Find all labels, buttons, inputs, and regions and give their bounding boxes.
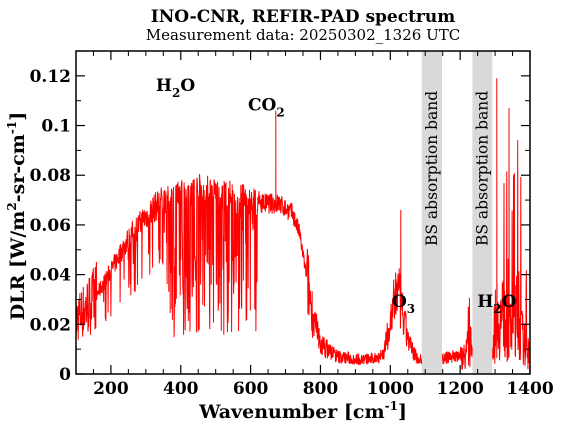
y-tick-label-5: 0.1 <box>41 117 71 137</box>
band-label-0: BS absorption band <box>423 91 441 246</box>
bands-layer: BS absorption band BS absorption band <box>421 51 493 374</box>
y-tick-label-1: 0.02 <box>30 315 71 335</box>
band-label-1: BS absorption band <box>473 91 491 246</box>
x-tick-label-3: 800 <box>303 379 339 399</box>
y-axis-label: DLR [W/m2-sr-cm-1] <box>5 112 29 320</box>
x-tick-label-0: 200 <box>93 379 129 399</box>
x-tick-label-4: 1000 <box>367 379 414 399</box>
ticks-layer: 200 400 600 800 1000 1200 1400 0 0.02 0.04 0.06 0.0… <box>30 51 554 399</box>
absorption-band-0 <box>421 51 442 374</box>
x-tick-label-1: 400 <box>163 379 199 399</box>
series-layer <box>75 78 531 370</box>
dlr-spectrum-line <box>75 78 531 370</box>
x-tick-label-5: 1200 <box>436 379 483 399</box>
y-tick-label-3: 0.06 <box>30 216 71 236</box>
y-tick-label-6: 0.12 <box>30 67 71 87</box>
x-tick-label-6: 1400 <box>506 379 553 399</box>
molecule-label-3: H2O <box>477 292 516 316</box>
y-tick-label-2: 0.04 <box>30 266 72 286</box>
chart-title: INO-CNR, REFIR-PAD spectrum <box>151 7 455 27</box>
y-tick-label-0: 0 <box>59 365 71 385</box>
annotations-layer: H2O CO2 O3 H2O <box>156 76 517 316</box>
x-axis-label: Wavenumber [cm-1] <box>198 399 407 423</box>
chart-subtitle: Measurement data: 20250302_1326 UTC <box>146 26 460 44</box>
y-tick-label-4: 0.08 <box>30 166 71 186</box>
absorption-band-1 <box>472 51 493 374</box>
x-tick-label-2: 600 <box>233 379 269 399</box>
molecule-label-0: H2O <box>156 76 195 100</box>
molecule-label-2: O3 <box>392 292 415 316</box>
molecule-label-1: CO2 <box>248 96 285 120</box>
